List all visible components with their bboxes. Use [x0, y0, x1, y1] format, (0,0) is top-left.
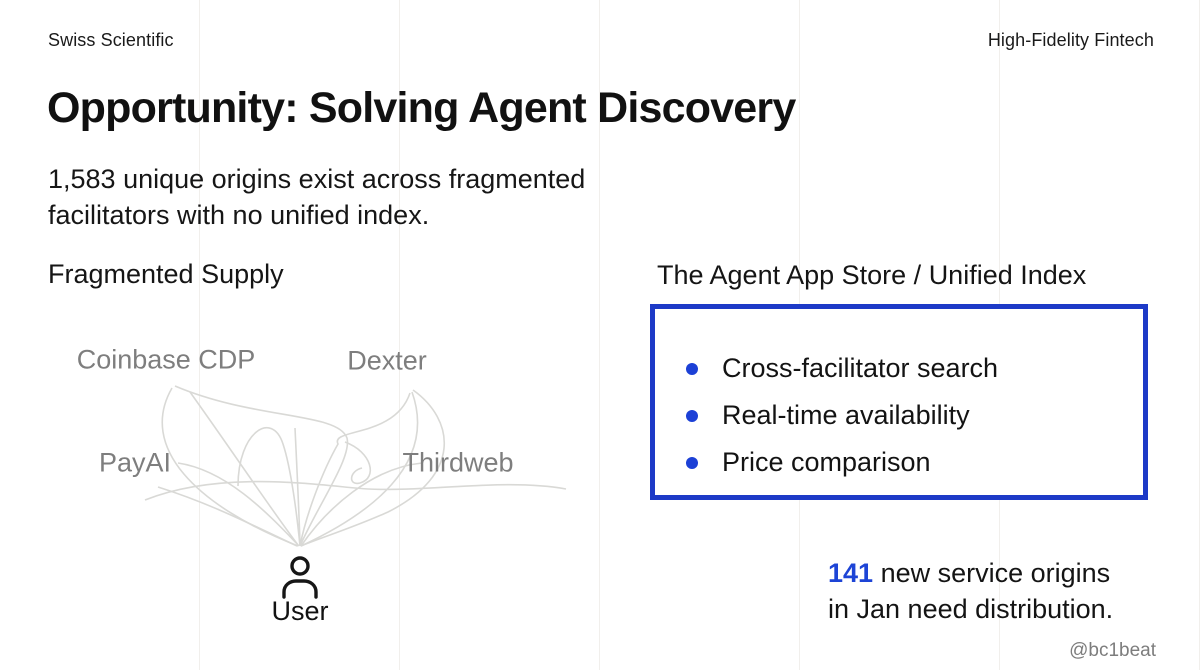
node-label-payai: PayAI: [98, 447, 172, 478]
unified-index-heading: The Agent App Store / Unified Index: [657, 260, 1087, 290]
bullet-dot-icon: [686, 409, 698, 422]
feature-label: Price comparison: [722, 447, 931, 477]
feature-label: Cross-facilitator search: [722, 353, 999, 383]
user-node-label: User: [271, 596, 329, 626]
feature-list: Cross-facilitator search Real-time avail…: [655, 345, 1143, 486]
subtitle: 1,583 unique origins exist across fragme…: [48, 164, 586, 230]
brand-label-right: High-Fidelity Fintech: [987, 30, 1154, 50]
stat-line1-text: new service origins: [873, 558, 1111, 588]
feature-item-real-time-availability: Real-time availability: [655, 392, 1143, 439]
unified-index-box: Cross-facilitator search Real-time avail…: [650, 304, 1148, 500]
bullet-dot-icon: [686, 362, 698, 375]
node-label-dexter: Dexter: [347, 345, 427, 376]
user-icon: [282, 556, 318, 599]
stat-number: 141: [828, 558, 874, 588]
stat-line2-text: in Jan need distribution.: [828, 594, 1114, 624]
stat-callout: 141 new service origins in Jan need dist…: [828, 555, 1168, 627]
bullet-dot-icon: [686, 456, 698, 469]
feature-item-cross-facilitator-search: Cross-facilitator search: [655, 345, 1143, 392]
brand-label-left: Swiss Scientific: [48, 30, 174, 50]
page-title: Opportunity: Solving Agent Discovery: [47, 84, 796, 132]
fragmented-supply-heading: Fragmented Supply: [48, 259, 284, 289]
feature-label: Real-time availability: [722, 400, 970, 430]
node-label-coinbase-cdp: Coinbase CDP: [76, 344, 256, 375]
watermark-handle: @bc1beat: [1069, 640, 1156, 661]
node-label-thirdweb: Thirdweb: [402, 447, 514, 478]
feature-item-price-comparison: Price comparison: [655, 439, 1143, 486]
